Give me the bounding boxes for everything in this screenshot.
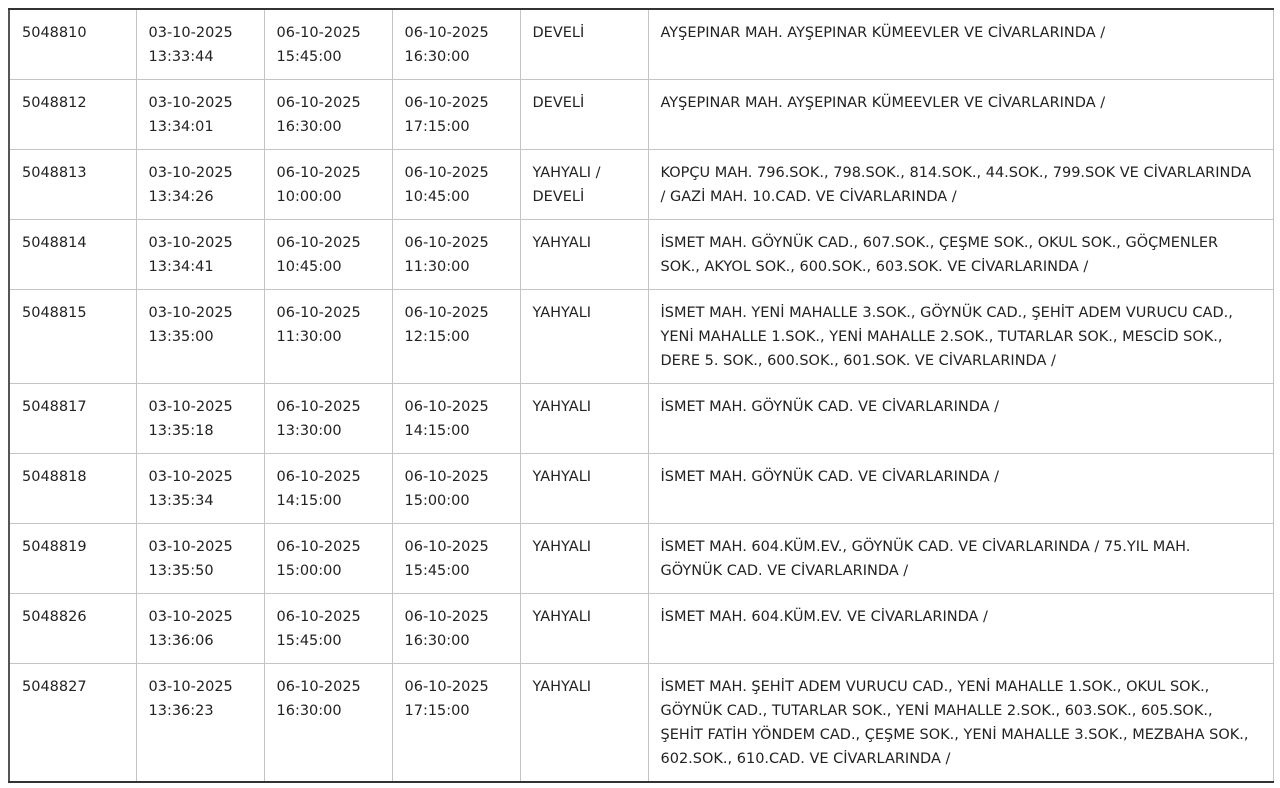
start-cell: 06-10-2025 10:00:00 [263,149,393,220]
id-cell: 5048818 [8,453,137,524]
created-cell: 03-10-2025 13:34:41 [135,219,265,290]
end-cell: 06-10-2025 10:45:00 [391,149,521,220]
district-cell: YAHYALI [519,383,649,454]
end-cell: 06-10-2025 15:45:00 [391,523,521,594]
area-cell: İSMET MAH. ŞEHİT ADEM VURUCU CAD., YENİ … [647,663,1274,783]
id-cell: 5048810 [8,8,137,80]
area-cell: İSMET MAH. GÖYNÜK CAD. VE CİVARLARINDA / [647,383,1274,454]
end-cell: 06-10-2025 11:30:00 [391,219,521,290]
row: 5048819 03-10-2025 13:35:50 06-10-2025 15:… [8,523,1274,594]
created-cell: 03-10-2025 13:35:18 [135,383,265,454]
created-cell: 03-10-2025 13:33:44 [135,8,265,80]
id-cell: 5048827 [8,663,137,783]
area-cell: İSMET MAH. GÖYNÜK CAD., 607.SOK., ÇEŞME … [647,219,1274,290]
start-cell: 06-10-2025 16:30:00 [263,663,393,783]
area-cell: AYŞEPINAR MAH. AYŞEPINAR KÜMEEVLER VE Cİ… [647,8,1274,80]
start-cell: 06-10-2025 16:30:00 [263,79,393,150]
row: 5048827 03-10-2025 13:36:23 06-10-2025 16:… [8,663,1274,783]
area-cell: İSMET MAH. 604.KÜM.EV. VE CİVARLARINDA / [647,593,1274,664]
district-cell: YAHYALI [519,523,649,594]
id-cell: 5048813 [8,149,137,220]
start-cell: 06-10-2025 15:45:00 [263,593,393,664]
id-cell: 5048814 [8,219,137,290]
id-cell: 5048817 [8,383,137,454]
created-cell: 03-10-2025 13:34:26 [135,149,265,220]
end-cell: 06-10-2025 17:15:00 [391,79,521,150]
row: 5048813 03-10-2025 13:34:26 06-10-2025 10:… [8,149,1274,220]
created-cell: 03-10-2025 13:36:23 [135,663,265,783]
district-cell: YAHYALI [519,453,649,524]
start-cell: 06-10-2025 11:30:00 [263,289,393,384]
row: 5048814 03-10-2025 13:34:41 06-10-2025 10:… [8,219,1274,290]
area-cell: KOPÇU MAH. 796.SOK., 798.SOK., 814.SOK.,… [647,149,1274,220]
id-cell: 5048819 [8,523,137,594]
outage-table: 5048810 03-10-2025 13:33:44 06-10-2025 15:… [8,8,1274,783]
end-cell: 06-10-2025 16:30:00 [391,593,521,664]
district-cell: YAHYALI [519,219,649,290]
area-cell: İSMET MAH. GÖYNÜK CAD. VE CİVARLARINDA / [647,453,1274,524]
district-cell: YAHYALI [519,289,649,384]
area-cell: İSMET MAH. 604.KÜM.EV., GÖYNÜK CAD. VE C… [647,523,1274,594]
district-cell: DEVELİ [519,79,649,150]
district-cell: YAHYALI [519,593,649,664]
id-cell: 5048815 [8,289,137,384]
district-cell: YAHYALI / DEVELİ [519,149,649,220]
created-cell: 03-10-2025 13:35:00 [135,289,265,384]
created-cell: 03-10-2025 13:34:01 [135,79,265,150]
end-cell: 06-10-2025 15:00:00 [391,453,521,524]
end-cell: 06-10-2025 17:15:00 [391,663,521,783]
start-cell: 06-10-2025 14:15:00 [263,453,393,524]
row: 5048815 03-10-2025 13:35:00 06-10-2025 11:… [8,289,1274,384]
area-cell: AYŞEPINAR MAH. AYŞEPINAR KÜMEEVLER VE Cİ… [647,79,1274,150]
row: 5048818 03-10-2025 13:35:34 06-10-2025 14:… [8,453,1274,524]
id-cell: 5048826 [8,593,137,664]
created-cell: 03-10-2025 13:35:50 [135,523,265,594]
row: 5048812 03-10-2025 13:34:01 06-10-2025 16:… [8,79,1274,150]
id-cell: 5048812 [8,79,137,150]
start-cell: 06-10-2025 10:45:00 [263,219,393,290]
created-cell: 03-10-2025 13:35:34 [135,453,265,524]
district-cell: DEVELİ [519,8,649,80]
start-cell: 06-10-2025 15:45:00 [263,8,393,80]
area-cell: İSMET MAH. YENİ MAHALLE 3.SOK., GÖYNÜK C… [647,289,1274,384]
row: 5048826 03-10-2025 13:36:06 06-10-2025 15:… [8,593,1274,664]
district-cell: YAHYALI [519,663,649,783]
row: 5048810 03-10-2025 13:33:44 06-10-2025 15:… [8,8,1274,80]
row: 5048817 03-10-2025 13:35:18 06-10-2025 13:… [8,383,1274,454]
table-body: 5048810 03-10-2025 13:33:44 06-10-2025 15:… [8,8,1274,783]
end-cell: 06-10-2025 16:30:00 [391,8,521,80]
created-cell: 03-10-2025 13:36:06 [135,593,265,664]
end-cell: 06-10-2025 14:15:00 [391,383,521,454]
start-cell: 06-10-2025 13:30:00 [263,383,393,454]
start-cell: 06-10-2025 15:00:00 [263,523,393,594]
end-cell: 06-10-2025 12:15:00 [391,289,521,384]
